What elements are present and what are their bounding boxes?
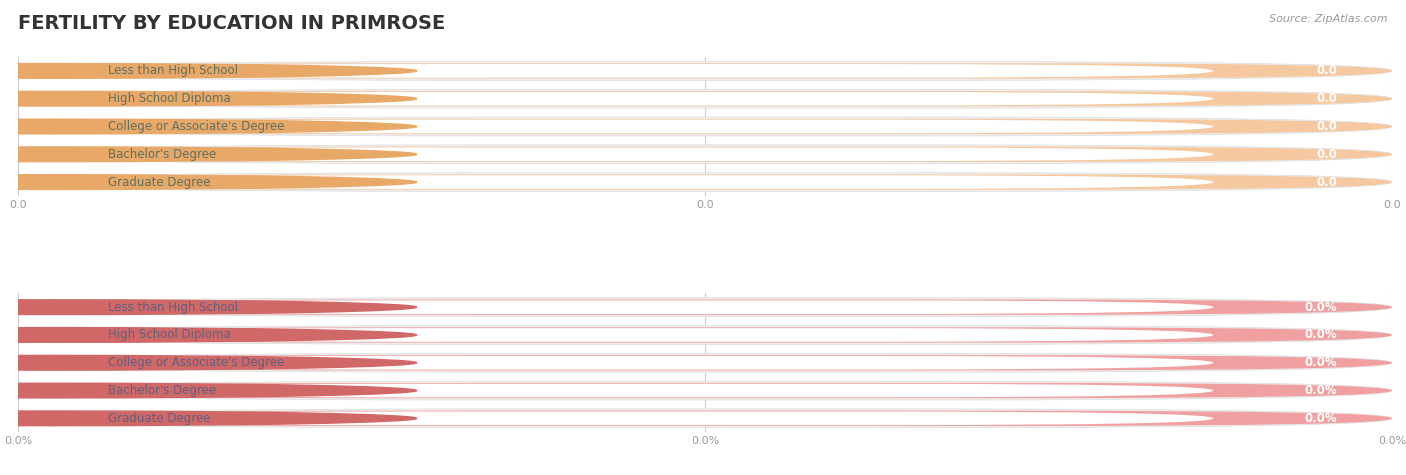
Text: Graduate Degree: Graduate Degree (108, 412, 209, 425)
Circle shape (0, 175, 416, 190)
Text: 0.0%: 0.0% (1305, 356, 1337, 369)
Circle shape (0, 147, 416, 162)
Text: 0.0: 0.0 (1316, 120, 1337, 133)
Text: Less than High School: Less than High School (108, 301, 238, 314)
FancyBboxPatch shape (18, 172, 1392, 191)
Text: Bachelor's Degree: Bachelor's Degree (108, 148, 215, 161)
Text: Graduate Degree: Graduate Degree (108, 176, 209, 189)
Text: Less than High School: Less than High School (108, 65, 238, 77)
Circle shape (0, 91, 416, 106)
FancyBboxPatch shape (59, 356, 1213, 370)
FancyBboxPatch shape (18, 411, 1392, 426)
FancyBboxPatch shape (59, 92, 1213, 105)
Circle shape (0, 300, 416, 314)
FancyBboxPatch shape (18, 355, 1392, 370)
FancyBboxPatch shape (18, 298, 1392, 317)
Text: 0.0%: 0.0% (1305, 329, 1337, 342)
FancyBboxPatch shape (59, 300, 1213, 314)
Text: 0.0: 0.0 (1316, 176, 1337, 189)
FancyBboxPatch shape (59, 147, 1213, 161)
FancyBboxPatch shape (18, 63, 1392, 78)
Circle shape (0, 411, 416, 426)
FancyBboxPatch shape (18, 147, 1392, 162)
FancyBboxPatch shape (59, 120, 1213, 133)
FancyBboxPatch shape (59, 328, 1213, 342)
Text: College or Associate's Degree: College or Associate's Degree (108, 120, 284, 133)
Text: 0.0%: 0.0% (1305, 301, 1337, 314)
Text: 0.0%: 0.0% (1305, 384, 1337, 397)
FancyBboxPatch shape (18, 117, 1392, 136)
Text: Source: ZipAtlas.com: Source: ZipAtlas.com (1270, 14, 1388, 24)
FancyBboxPatch shape (18, 145, 1392, 164)
FancyBboxPatch shape (18, 119, 1392, 134)
Text: 0.0: 0.0 (1316, 92, 1337, 105)
FancyBboxPatch shape (18, 381, 1392, 400)
Text: College or Associate's Degree: College or Associate's Degree (108, 356, 284, 369)
Circle shape (0, 355, 416, 370)
Text: 0.0: 0.0 (1316, 148, 1337, 161)
FancyBboxPatch shape (18, 174, 1392, 190)
FancyBboxPatch shape (18, 300, 1392, 315)
FancyBboxPatch shape (18, 409, 1392, 428)
Text: 0.0%: 0.0% (1305, 412, 1337, 425)
Text: FERTILITY BY EDUCATION IN PRIMROSE: FERTILITY BY EDUCATION IN PRIMROSE (18, 14, 446, 33)
FancyBboxPatch shape (59, 384, 1213, 398)
FancyBboxPatch shape (18, 89, 1392, 108)
FancyBboxPatch shape (59, 64, 1213, 78)
FancyBboxPatch shape (18, 383, 1392, 398)
Circle shape (0, 119, 416, 134)
FancyBboxPatch shape (59, 411, 1213, 425)
Text: Bachelor's Degree: Bachelor's Degree (108, 384, 215, 397)
FancyBboxPatch shape (18, 327, 1392, 342)
Circle shape (0, 64, 416, 78)
Text: 0.0: 0.0 (1316, 65, 1337, 77)
FancyBboxPatch shape (18, 91, 1392, 106)
Circle shape (0, 383, 416, 398)
FancyBboxPatch shape (18, 325, 1392, 344)
Text: High School Diploma: High School Diploma (108, 329, 231, 342)
Text: High School Diploma: High School Diploma (108, 92, 231, 105)
Circle shape (0, 328, 416, 342)
FancyBboxPatch shape (59, 175, 1213, 189)
FancyBboxPatch shape (18, 353, 1392, 372)
FancyBboxPatch shape (18, 61, 1392, 80)
